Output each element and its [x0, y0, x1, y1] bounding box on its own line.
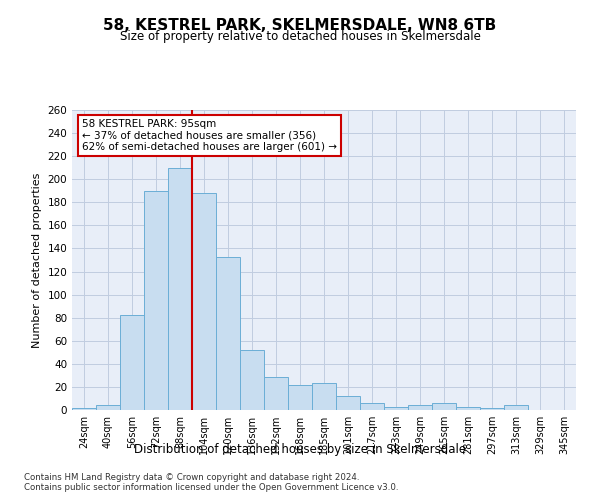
Text: Contains HM Land Registry data © Crown copyright and database right 2024.: Contains HM Land Registry data © Crown c… — [24, 472, 359, 482]
Bar — [192, 193, 216, 410]
Bar — [408, 406, 432, 410]
Bar — [168, 168, 192, 410]
Bar — [72, 408, 96, 410]
Text: Contains public sector information licensed under the Open Government Licence v3: Contains public sector information licen… — [24, 482, 398, 492]
Text: 58 KESTREL PARK: 95sqm
← 37% of detached houses are smaller (356)
62% of semi-de: 58 KESTREL PARK: 95sqm ← 37% of detached… — [82, 119, 337, 152]
Bar — [216, 256, 240, 410]
Bar — [456, 406, 480, 410]
Text: Distribution of detached houses by size in Skelmersdale: Distribution of detached houses by size … — [134, 442, 466, 456]
Bar — [432, 403, 456, 410]
Text: 58, KESTREL PARK, SKELMERSDALE, WN8 6TB: 58, KESTREL PARK, SKELMERSDALE, WN8 6TB — [103, 18, 497, 32]
Bar — [336, 396, 360, 410]
Bar — [360, 403, 384, 410]
Bar — [240, 350, 264, 410]
Bar — [144, 191, 168, 410]
Bar — [384, 406, 408, 410]
Bar — [312, 384, 336, 410]
Bar — [480, 408, 504, 410]
Y-axis label: Number of detached properties: Number of detached properties — [32, 172, 42, 348]
Text: Size of property relative to detached houses in Skelmersdale: Size of property relative to detached ho… — [119, 30, 481, 43]
Bar — [264, 376, 288, 410]
Bar — [504, 406, 528, 410]
Bar — [120, 316, 144, 410]
Bar — [96, 406, 120, 410]
Bar — [288, 384, 312, 410]
